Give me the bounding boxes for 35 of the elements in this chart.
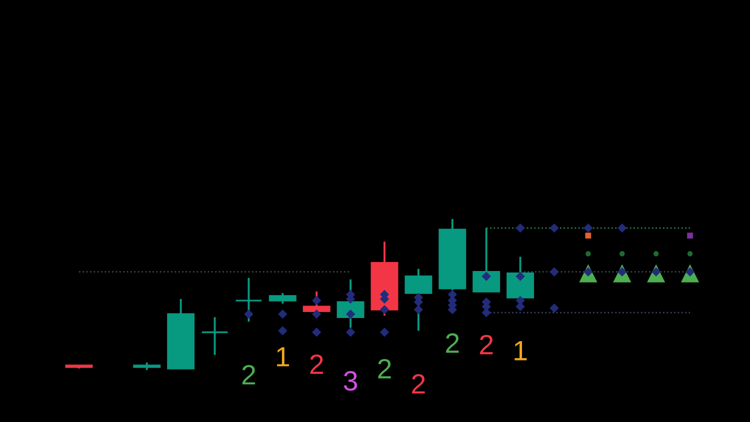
point bbox=[585, 232, 592, 239]
point bbox=[278, 326, 288, 336]
point bbox=[550, 223, 559, 233]
x-tick-label: 3 bbox=[344, 371, 358, 391]
point bbox=[516, 272, 525, 281]
point bbox=[312, 328, 322, 337]
point bbox=[687, 232, 693, 239]
point bbox=[380, 304, 390, 314]
point bbox=[550, 267, 559, 276]
point bbox=[586, 251, 591, 256]
point bbox=[687, 251, 693, 256]
x-tick-label: 1 bbox=[514, 341, 527, 360]
candlestick bbox=[201, 316, 228, 356]
point bbox=[278, 310, 288, 319]
x-tick-label: 2 bbox=[242, 365, 256, 384]
point bbox=[414, 304, 424, 314]
point bbox=[584, 223, 593, 233]
point bbox=[380, 328, 390, 337]
x-tick-label: 2 bbox=[412, 374, 425, 394]
point bbox=[312, 296, 322, 306]
x-tick-label: 1 bbox=[277, 347, 290, 366]
x-tick-label: 2 bbox=[310, 354, 323, 374]
point bbox=[244, 310, 254, 319]
point bbox=[516, 223, 525, 233]
x-tick-label: 2 bbox=[446, 333, 459, 353]
x-tick-label: 2 bbox=[480, 334, 493, 354]
point bbox=[550, 303, 559, 313]
x-tick-label: 2 bbox=[378, 358, 391, 378]
candlestick bbox=[234, 276, 262, 323]
point bbox=[653, 251, 659, 256]
point bbox=[482, 272, 491, 281]
point bbox=[346, 328, 356, 337]
point bbox=[620, 251, 625, 256]
point bbox=[312, 310, 322, 319]
point bbox=[618, 223, 627, 233]
